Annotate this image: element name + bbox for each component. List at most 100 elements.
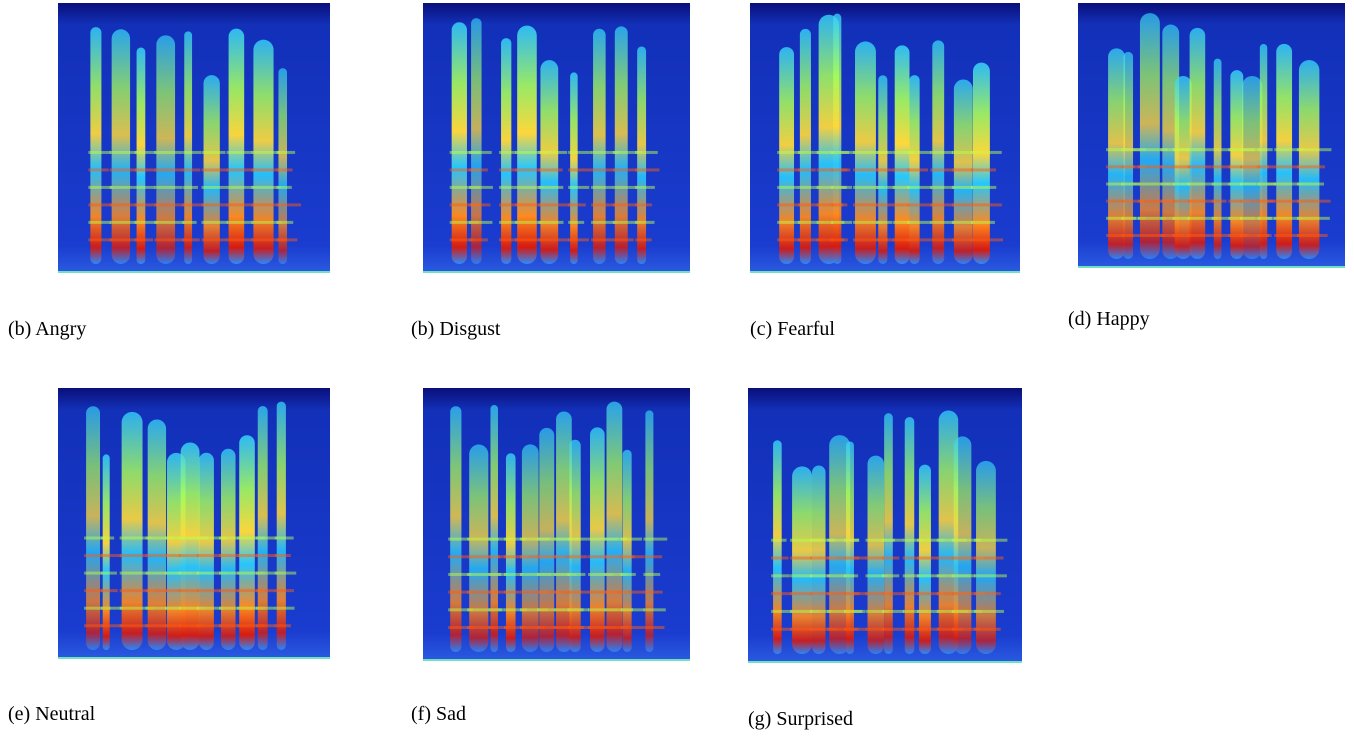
harmonic-band	[538, 186, 563, 189]
harmonic-band	[643, 591, 662, 594]
harmonic-band	[930, 203, 955, 206]
spectrogram-stripe	[277, 402, 286, 650]
harmonic-band	[1258, 183, 1276, 186]
harmonic-band	[635, 168, 659, 171]
spectrogram-stripe	[1276, 44, 1292, 259]
harmonic-band	[1138, 165, 1164, 168]
harmonic-band	[971, 203, 1002, 206]
harmonic-band	[101, 589, 118, 592]
harmonic-band	[1258, 148, 1273, 151]
harmonic-band	[202, 168, 228, 171]
harmonic-band	[1212, 234, 1231, 237]
spectrogram-stripe	[452, 22, 467, 264]
harmonic-band	[621, 573, 636, 576]
spectrogram-stripe	[1260, 44, 1267, 259]
harmonic-band	[154, 186, 182, 189]
spectrogram-stripe	[973, 63, 990, 264]
harmonic-band	[974, 610, 1004, 613]
harmonic-band	[844, 610, 865, 613]
harmonic-band	[1297, 148, 1331, 151]
harmonic-band	[182, 238, 199, 241]
harmonic-band	[448, 555, 467, 558]
harmonic-band	[831, 238, 848, 241]
harmonic-band	[882, 610, 904, 613]
harmonic-band	[621, 555, 644, 558]
harmonic-band	[276, 168, 292, 171]
harmonic-band	[276, 151, 295, 154]
harmonic-band	[971, 238, 1003, 241]
harmonic-band	[771, 557, 788, 560]
harmonic-band	[88, 203, 113, 206]
harmonic-band	[917, 557, 937, 560]
spectrogram-stripe	[812, 465, 825, 654]
harmonic-band	[1258, 200, 1274, 203]
spectrogram-stripe	[137, 48, 146, 264]
harmonic-band	[1297, 183, 1324, 186]
harmonic-band	[182, 221, 196, 224]
harmonic-band	[907, 151, 931, 154]
harmonic-band	[154, 151, 182, 154]
harmonic-band	[101, 554, 122, 557]
harmonic-band	[831, 151, 855, 154]
harmonic-band	[643, 573, 660, 576]
harmonic-band	[882, 557, 899, 560]
spectrogram-stripe	[86, 406, 100, 650]
harmonic-band	[135, 238, 153, 241]
harmonic-band	[538, 203, 571, 206]
harmonic-band	[1258, 234, 1272, 237]
harmonic-band	[469, 221, 492, 224]
spectrogram-stripe	[90, 27, 101, 264]
harmonic-band	[202, 151, 226, 154]
spectrogram	[750, 3, 1020, 272]
harmonic-band	[275, 537, 294, 540]
spectrogram-stripe	[570, 72, 578, 264]
spectrogram-stripe	[1230, 70, 1243, 259]
caption: (e) Neutral	[8, 703, 96, 725]
harmonic-band	[276, 186, 291, 189]
harmonic-band	[831, 221, 852, 224]
harmonic-band	[568, 151, 591, 154]
harmonic-band	[635, 203, 652, 206]
harmonic-band	[771, 592, 793, 595]
harmonic-band	[227, 151, 253, 154]
harmonic-band	[197, 589, 220, 592]
spectrogram-stripe	[112, 29, 130, 264]
harmonic-band	[971, 221, 995, 224]
harmonic-band	[567, 626, 591, 629]
harmonic-band	[469, 186, 493, 189]
harmonic-band	[643, 608, 665, 611]
spectrogram-stripe	[1214, 59, 1222, 259]
harmonic-band	[798, 168, 816, 171]
harmonic-band	[135, 168, 156, 171]
spectrogram-stripe	[156, 35, 175, 264]
spectrogram	[423, 3, 690, 272]
harmonic-band	[798, 151, 819, 154]
spectrogram	[1078, 3, 1345, 267]
harmonic-band	[499, 151, 516, 154]
harmonic-band	[930, 168, 954, 171]
harmonic-band	[621, 538, 642, 541]
spectrogram-stripe	[199, 453, 214, 650]
harmonic-band	[120, 554, 147, 557]
harmonic-band	[831, 168, 847, 171]
harmonic-band	[101, 572, 117, 575]
harmonic-band	[538, 221, 563, 224]
harmonic-band	[974, 628, 1001, 631]
harmonic-band	[643, 538, 667, 541]
harmonic-band	[771, 628, 792, 631]
spectrogram-stripe	[490, 405, 498, 652]
spectrogram-stripe	[517, 26, 537, 264]
harmonic-band	[844, 628, 867, 631]
harmonic-band	[971, 186, 996, 189]
spectrogram-stripe	[773, 440, 782, 654]
harmonic-band	[971, 151, 1002, 154]
harmonic-band	[974, 574, 1007, 577]
spectrogram-stripe	[800, 29, 811, 264]
harmonic-band	[202, 238, 228, 241]
harmonic-band	[488, 608, 504, 611]
harmonic-band	[876, 168, 893, 171]
harmonic-band	[635, 151, 658, 154]
harmonic-band	[844, 539, 859, 542]
harmonic-band	[182, 186, 198, 189]
spectrogram-stripe	[615, 26, 628, 264]
